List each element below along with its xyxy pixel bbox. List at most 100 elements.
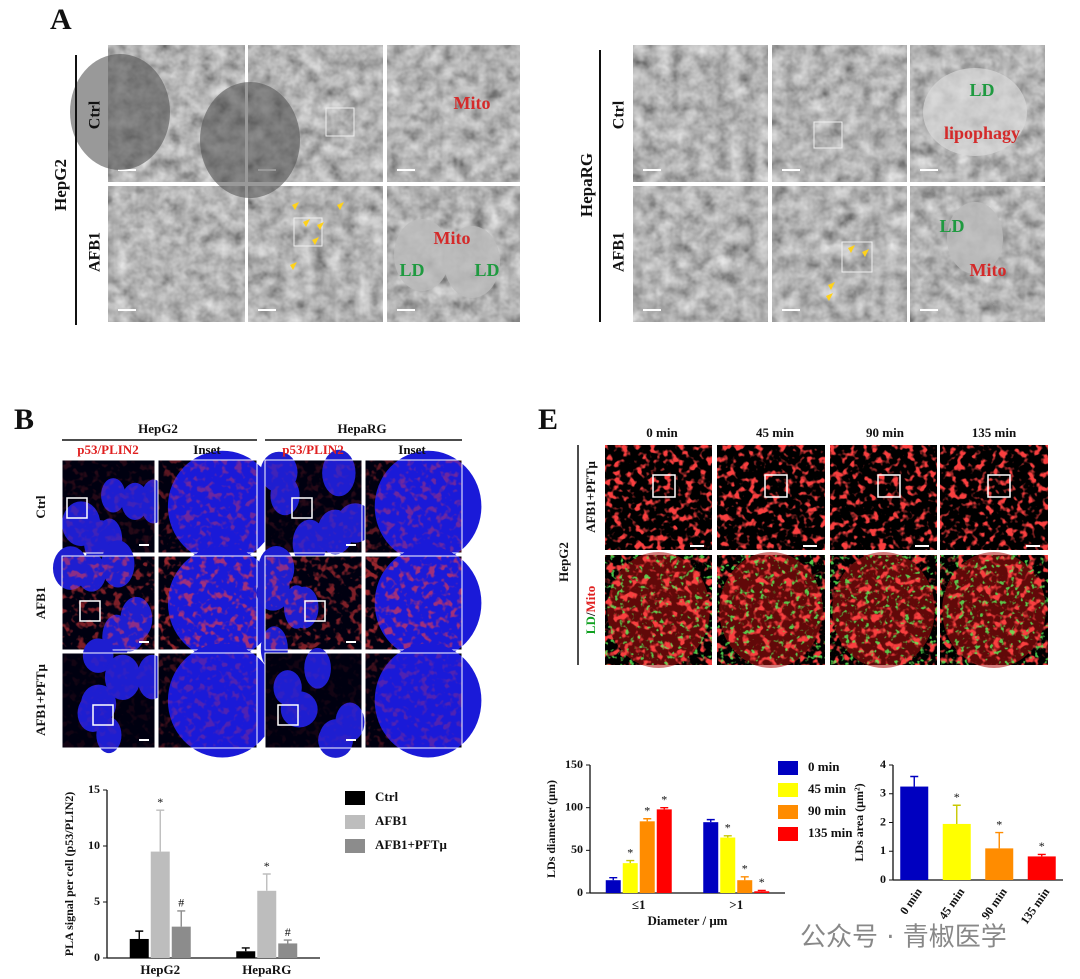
signal (62, 460, 155, 553)
bar (720, 837, 736, 893)
signal (265, 460, 362, 553)
time-header: 45 min (756, 425, 795, 440)
image-label: LD (474, 260, 499, 280)
error-bar (643, 818, 652, 822)
bar (129, 938, 149, 958)
stain-label: LD/Mito (583, 586, 598, 634)
error-bar (1037, 853, 1046, 857)
y-tick-label: 0 (94, 950, 100, 964)
x-tick-label: HepaRG (242, 962, 291, 977)
bar (754, 891, 770, 893)
x-tick-label: 135 min (1017, 885, 1052, 927)
significance-mark: * (954, 790, 960, 804)
bar (236, 951, 256, 958)
ld-signal (717, 555, 825, 665)
nucleus (200, 82, 300, 198)
inset-box (79, 600, 101, 622)
lipid-droplet (444, 226, 500, 298)
legend-swatch (778, 783, 798, 797)
legend-swatch (778, 761, 798, 775)
signal (365, 556, 462, 650)
y-tick-label: 3 (880, 786, 886, 800)
legend-swatch (778, 805, 798, 819)
bar (656, 809, 672, 893)
bar (257, 890, 277, 958)
row-label: AFB1 (87, 232, 104, 272)
image-label: Mito (434, 228, 471, 248)
group-label: HepaRG (577, 153, 596, 217)
error-bar (740, 876, 749, 881)
arrowhead (826, 293, 833, 301)
image-label: Mito (454, 93, 491, 113)
em-texture (387, 45, 520, 182)
bar (1027, 856, 1056, 880)
legend-swatch (345, 839, 365, 853)
error-bar (241, 947, 250, 952)
significance-mark: * (661, 792, 667, 806)
error-bar (952, 804, 961, 824)
error-bar (262, 873, 271, 891)
legend-label: 45 min (808, 781, 847, 796)
error-bar (706, 818, 715, 823)
signal (365, 653, 462, 748)
significance-mark: * (627, 845, 633, 859)
error-bar (156, 809, 165, 852)
error-bar (609, 876, 618, 881)
y-axis-label: LDs diameter (μm) (544, 780, 558, 878)
x-tick-label: >1 (729, 897, 743, 912)
image-label: LD (399, 260, 424, 280)
significance-mark: * (1039, 839, 1045, 853)
frame (264, 652, 363, 749)
y-tick-label: 150 (565, 757, 583, 771)
error-bar (283, 939, 292, 944)
legend-label: AFB1+PFTμ (375, 837, 447, 852)
panel-label: B (14, 403, 34, 436)
arrowhead (292, 202, 299, 210)
error-bar (995, 831, 1004, 849)
inset-box (304, 600, 326, 622)
legend-label: 135 min (808, 825, 853, 840)
em-texture (248, 186, 383, 322)
bar (639, 821, 655, 893)
em-texture (108, 186, 245, 322)
em-texture (772, 45, 907, 182)
legend-swatch (778, 827, 798, 841)
column-header: Inset (398, 442, 426, 457)
image-label: Mito (970, 260, 1007, 280)
arrowhead (848, 245, 855, 253)
row-label: Ctrl (33, 495, 48, 518)
em-texture (772, 186, 907, 322)
error-bar (910, 775, 919, 787)
legend-label: 0 min (808, 759, 840, 774)
row-label: AFB1 (611, 232, 628, 272)
significance-mark: # (178, 896, 184, 910)
time-header: 0 min (646, 425, 678, 440)
signal (62, 556, 155, 650)
ld-signal (940, 555, 1048, 665)
y-tick-label: 0 (577, 885, 583, 899)
inset-box (987, 474, 1011, 498)
significance-mark: * (644, 804, 650, 818)
significance-mark: * (742, 862, 748, 876)
legend-label: Ctrl (375, 789, 398, 804)
error-bar (177, 910, 186, 927)
legend-swatch (345, 815, 365, 829)
bar (737, 880, 753, 893)
arrowhead (290, 262, 297, 270)
row-label: AFB1+PFTμ (33, 663, 48, 735)
legend-swatch (345, 791, 365, 805)
inset-box (841, 241, 873, 273)
stain-mito: Mito (583, 586, 598, 613)
inset-box (325, 107, 355, 137)
bar (703, 822, 719, 893)
group-header: HepG2 (138, 421, 178, 436)
treatment-label: AFB1+PFTμ (583, 460, 598, 532)
x-tick-label: ≤1 (632, 897, 646, 912)
bar (605, 880, 621, 893)
stain-sep: / (583, 612, 598, 617)
time-header: 90 min (866, 425, 905, 440)
lipid-droplet (923, 68, 1027, 156)
y-axis-label: PLA signal per cell (p53/PLIN2) (62, 792, 76, 956)
arrowhead (862, 249, 869, 257)
